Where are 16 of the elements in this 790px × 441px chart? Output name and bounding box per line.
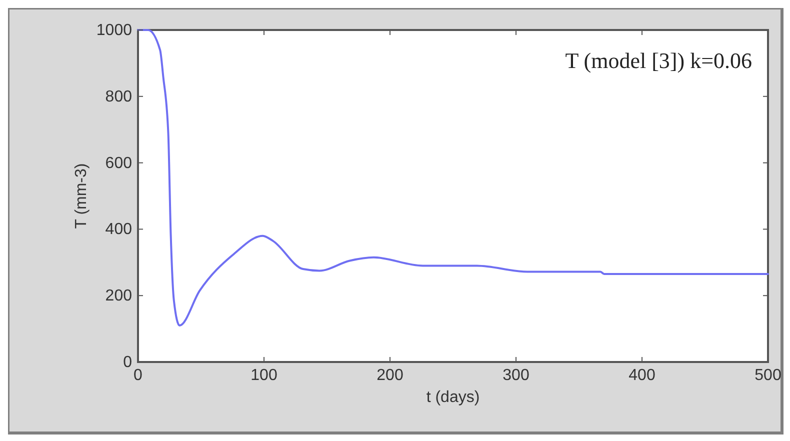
y-tick-label: 600	[105, 154, 132, 172]
x-tick-label: 200	[376, 367, 404, 384]
x-tick-label: 400	[628, 367, 656, 384]
annotation: T (model [3]) k=0.06	[565, 48, 752, 73]
y-tick-label: 1000	[96, 22, 132, 39]
y-tick-label: 200	[105, 288, 132, 305]
y-axis-title: T (mm-3)	[73, 163, 90, 229]
y-tick-label: 400	[105, 221, 132, 238]
x-axis-title: t (days)	[426, 389, 480, 406]
line-series	[137, 29, 769, 326]
x-tick-label: 300	[502, 367, 530, 384]
x-tick-label: 100	[250, 367, 278, 384]
y-tick-label: 800	[105, 88, 132, 106]
y-tick-label: 0	[123, 354, 132, 371]
x-tick-label: 500	[754, 367, 782, 384]
x-tick-label: 0	[134, 367, 143, 384]
